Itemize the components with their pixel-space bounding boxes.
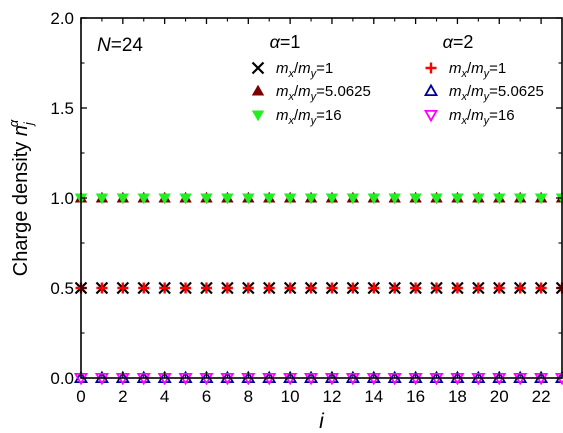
data-point — [472, 193, 485, 205]
data-point — [410, 282, 422, 294]
x-tick-label: 8 — [244, 387, 253, 406]
data-point — [283, 193, 297, 205]
legend-marker — [423, 109, 439, 123]
legend-label: mx/my=1 — [449, 60, 506, 80]
data-point — [346, 193, 360, 205]
y-tick-label: 0.5 — [50, 279, 74, 298]
data-point — [514, 282, 526, 294]
data-point — [242, 282, 254, 294]
chart-marks — [73, 191, 563, 386]
data-point — [221, 193, 234, 205]
data-point — [137, 193, 150, 205]
legend-group-header: α=2 — [443, 32, 474, 52]
x-tick-label: 14 — [364, 387, 383, 406]
data-point — [117, 282, 129, 294]
data-point — [158, 193, 171, 205]
legend-marker — [425, 62, 437, 74]
data-point — [325, 193, 339, 205]
y-tick-label: 0.0 — [50, 369, 74, 388]
legend-label: mx/my=1 — [276, 60, 333, 80]
data-point — [431, 282, 443, 294]
data-point — [159, 282, 171, 294]
data-point — [388, 193, 401, 205]
data-point — [326, 282, 338, 294]
legend-label: mx/my=16 — [276, 107, 342, 127]
x-tick-label: 20 — [490, 387, 509, 406]
chart-annotation: N=24 — [97, 35, 143, 56]
legend-group-header: α=1 — [270, 32, 301, 52]
data-point — [513, 193, 527, 205]
x-tick-label: 2 — [118, 387, 127, 406]
axis-ticks: 0.0 0.5 1.0 1.5 2.0 0 2 4 6 8 10 12 14 16 18 20 22 — [50, 9, 563, 406]
legend-item: mx/my=16 — [423, 107, 515, 127]
data-point — [451, 193, 464, 205]
legend-marker — [251, 110, 265, 122]
x-tick-label: 0 — [76, 387, 85, 406]
data-point — [451, 282, 463, 294]
legend-marker — [423, 83, 439, 97]
data-point — [180, 282, 192, 294]
x-tick-label: 22 — [532, 387, 551, 406]
data-point — [200, 193, 213, 205]
y-tick-label: 1.0 — [50, 189, 74, 208]
legend-item: mx/my=1 — [425, 60, 506, 80]
y-axis-label: Charge density njα — [6, 119, 36, 276]
data-point — [347, 282, 359, 294]
data-point — [179, 193, 192, 205]
data-point — [95, 193, 109, 205]
data-point — [367, 193, 380, 205]
data-point — [200, 282, 212, 294]
series-3 — [75, 282, 563, 294]
data-point — [493, 282, 505, 294]
data-point — [263, 193, 276, 205]
data-point — [305, 282, 317, 294]
data-point — [389, 282, 401, 294]
data-point — [368, 282, 380, 294]
data-point — [116, 193, 130, 205]
data-point — [472, 282, 484, 294]
data-point — [284, 282, 296, 294]
data-point — [304, 193, 318, 205]
x-tick-label: 10 — [281, 387, 300, 406]
y-tick-label: 1.5 — [50, 99, 74, 118]
legend: α=1 α=2 mx/my=1 mx/my=5.0625 mx/my=16 mx/my=1… — [251, 32, 544, 127]
y-tick-label: 2.0 — [50, 9, 74, 28]
legend-item: mx/my=16 — [251, 107, 342, 127]
legend-label: mx/my=5.0625 — [449, 83, 544, 103]
legend-item: mx/my=5.0625 — [423, 83, 544, 103]
data-point — [138, 282, 150, 294]
data-point — [96, 282, 108, 294]
data-point — [430, 193, 443, 205]
data-point — [263, 282, 275, 294]
x-tick-label: 16 — [406, 387, 425, 406]
legend-marker — [251, 61, 265, 75]
x-tick-label: 18 — [448, 387, 467, 406]
x-tick-label: 12 — [322, 387, 341, 406]
data-point — [535, 282, 547, 294]
x-tick-label: 6 — [202, 387, 211, 406]
legend-item: mx/my=5.0625 — [251, 83, 371, 103]
legend-item: mx/my=1 — [251, 60, 333, 80]
legend-label: mx/my=16 — [449, 107, 515, 127]
legend-marker — [251, 84, 265, 96]
data-point — [534, 193, 548, 205]
legend-label: mx/my=5.0625 — [276, 83, 371, 103]
x-tick-label: 4 — [160, 387, 169, 406]
data-point — [409, 193, 422, 205]
data-point — [493, 193, 506, 205]
data-point — [242, 193, 255, 205]
data-point — [221, 282, 233, 294]
x-axis-label: i — [319, 410, 325, 433]
